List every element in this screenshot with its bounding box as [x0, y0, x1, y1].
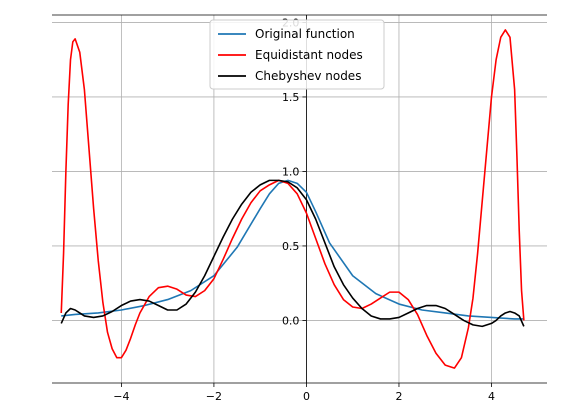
y-tick-label-3: 1.5 — [282, 91, 300, 104]
legend-box — [209, 19, 385, 90]
legend-label-1: Equidistant nodes — [255, 48, 363, 62]
legend-label-2: Chebyshev nodes — [255, 69, 361, 83]
series-line-0 — [61, 179, 524, 320]
x-tick-label-3: 2 — [395, 390, 402, 403]
legend: Original function Equidistant nodes Chebys… — [209, 19, 385, 90]
x-tick-label-0: −4 — [113, 390, 129, 403]
y-tick-label-0: 0.0 — [282, 314, 300, 327]
y-tick-label-1: 0.5 — [282, 240, 300, 253]
x-tick-label-1: −2 — [206, 390, 222, 403]
x-tick-label-4: 4 — [488, 390, 495, 403]
x-tick-label-2: 0 — [303, 390, 310, 403]
series-line-2 — [60, 179, 525, 328]
series-layer — [60, 29, 525, 369]
y-tick-label-2: 1.0 — [282, 165, 300, 178]
legend-label-0: Original function — [255, 27, 355, 41]
